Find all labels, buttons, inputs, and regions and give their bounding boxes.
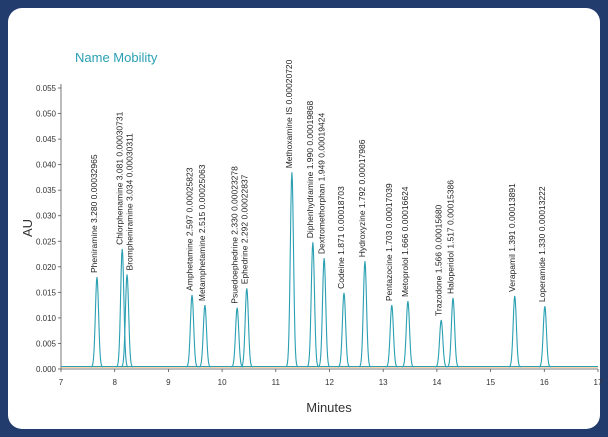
peak-label: Pentazocine 1.703 0.00017039 — [384, 183, 394, 301]
peak-label: Trazodone 1.566 0.00015680 — [433, 204, 443, 315]
y-tick-label: 0.030 — [36, 212, 57, 221]
peak-label: Hydroxyzine 1.792 0.00017986 — [357, 139, 367, 257]
peak — [317, 258, 331, 368]
chart-title: Name Mobility — [75, 50, 158, 65]
y-tick-label: 0.035 — [36, 186, 57, 195]
x-tick-label: 7 — [59, 378, 64, 387]
peak — [538, 306, 551, 368]
y-tick-label: 0.020 — [36, 263, 57, 272]
x-tick-label: 11 — [272, 378, 281, 387]
x-tick-label: 16 — [540, 378, 549, 387]
peak-label: Diphenhydramine 1.990 0.00019868 — [305, 100, 315, 238]
y-tick-label: 0.025 — [36, 237, 57, 246]
y-tick-label: 0.010 — [36, 314, 57, 323]
peak-label: Dextromethorphan 1.949 0.00019424 — [316, 113, 326, 255]
y-tick-label: 0.000 — [36, 365, 57, 374]
peak — [231, 307, 244, 368]
peak — [337, 292, 351, 368]
y-tick-label: 0.055 — [36, 84, 57, 93]
peak — [115, 248, 129, 368]
peak — [401, 300, 415, 368]
peak — [306, 242, 320, 368]
x-tick-label: 10 — [218, 378, 227, 387]
peak-label: Pheniramine 3.280 0.00032965 — [89, 154, 99, 273]
peak-label: Metamphetamine 2.515 0.00025063 — [197, 164, 207, 301]
x-axis-label: Minutes — [306, 400, 352, 415]
peak — [198, 305, 212, 368]
peak — [285, 172, 299, 368]
peak-label: Loperamide 1.330 0.00013222 — [537, 186, 547, 302]
x-tick-label: 9 — [166, 378, 171, 387]
peak-label: Haloperidol 1.517 0.00015386 — [445, 180, 455, 294]
peak — [435, 319, 448, 368]
x-tick-label: 17 — [594, 378, 603, 387]
x-tick-label: 14 — [432, 378, 441, 387]
y-axis-label: AU — [20, 219, 35, 237]
peak-label: Verapamil 1.391 0.00013891 — [507, 183, 517, 292]
peak-label: Metoprolol 1.666 0.00016624 — [400, 186, 410, 297]
peak — [120, 274, 134, 368]
peak — [90, 276, 104, 368]
y-tick-label: 0.045 — [36, 135, 57, 144]
peak — [240, 288, 253, 368]
peak — [446, 297, 460, 368]
x-tick-label: 15 — [486, 378, 495, 387]
peak-label: Psuedoephedrine 2.330 0.00023278 — [229, 166, 239, 304]
peak-label: Codeine 1.871 0.00018703 — [336, 186, 346, 289]
peak — [358, 261, 372, 368]
x-tick-label: 13 — [379, 378, 388, 387]
peak-label: Chlorphenamine 3.081 0.00030731 — [114, 111, 124, 245]
peak-label: Brompheniramine 3.034 0.00030311 — [124, 133, 134, 271]
x-tick-label: 12 — [325, 378, 334, 387]
y-tick-label: 0.015 — [36, 288, 57, 297]
y-tick-label: 0.005 — [36, 339, 57, 348]
peak-label: Ephedrine 2.292 0.00022837 — [239, 174, 249, 284]
peak — [508, 295, 521, 368]
x-tick-label: 8 — [112, 378, 117, 387]
y-tick-label: 0.040 — [36, 161, 57, 170]
peak — [185, 294, 199, 368]
peak-label: Amphetamine 2.597 0.00025823 — [184, 167, 194, 291]
y-tick-label: 0.050 — [36, 110, 57, 119]
peak — [385, 305, 398, 368]
peak-label: Methoxamine IS 0.00020720 — [284, 59, 294, 168]
